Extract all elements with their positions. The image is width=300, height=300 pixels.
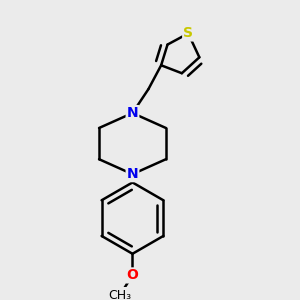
Text: N: N	[127, 167, 138, 181]
Text: CH₃: CH₃	[108, 289, 131, 300]
Text: O: O	[127, 268, 138, 282]
Text: S: S	[183, 26, 193, 40]
Text: N: N	[127, 106, 138, 120]
